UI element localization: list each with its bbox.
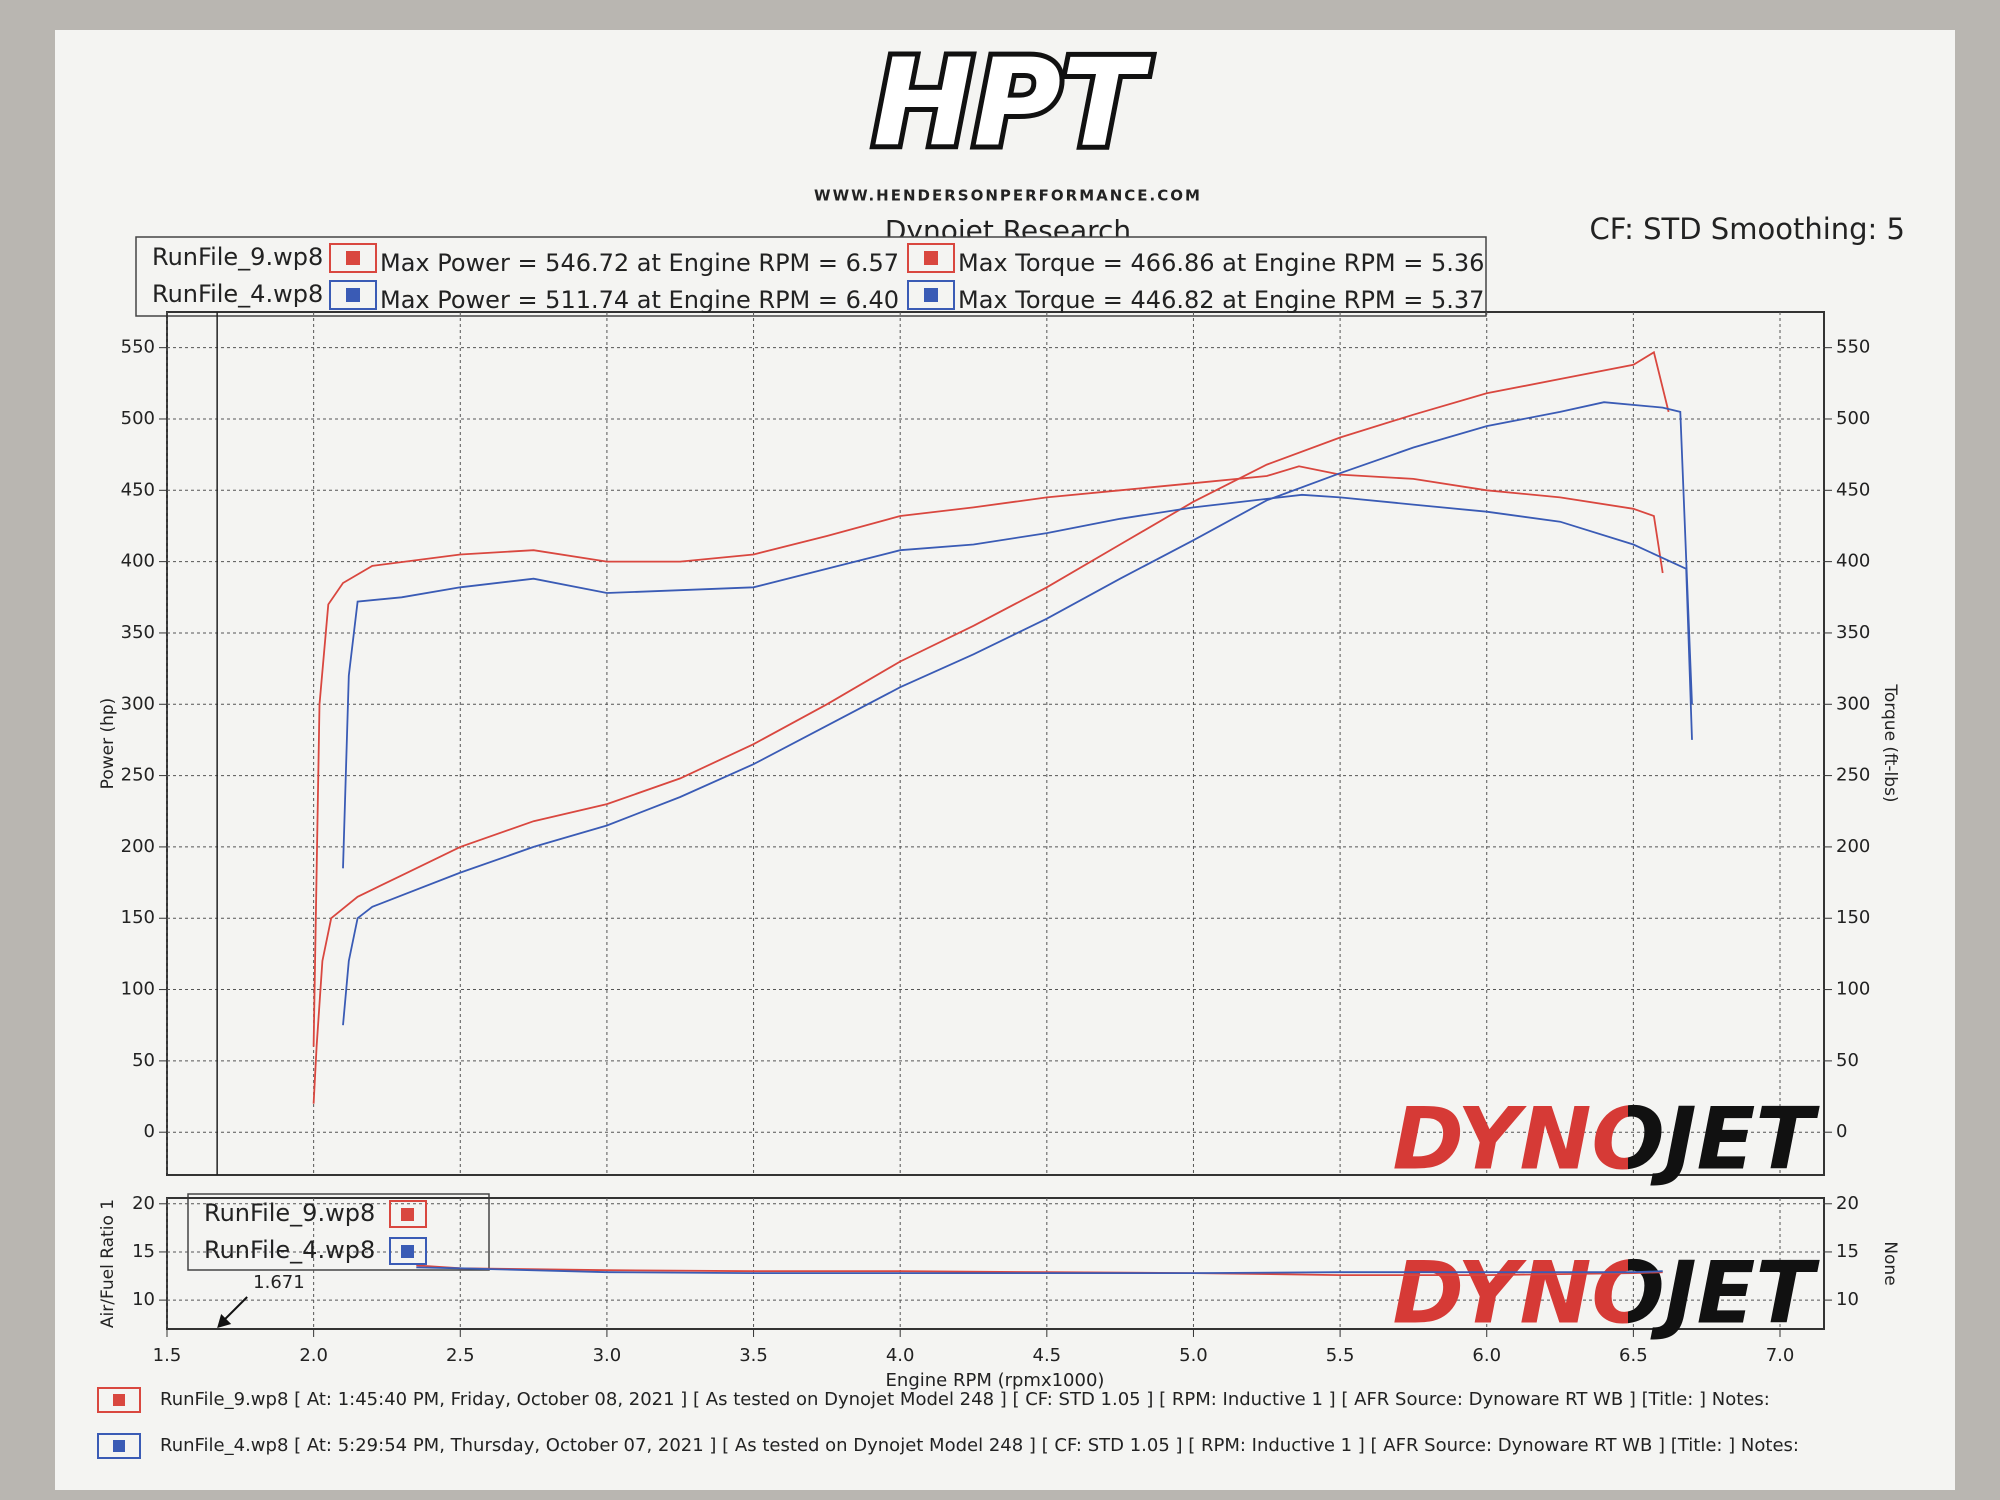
- y2-tick-label: 250: [1836, 765, 1870, 786]
- y2-tick-label: 150: [1836, 907, 1870, 928]
- legend-label: Max Torque = 446.82 at Engine RPM = 5.37: [958, 286, 1484, 314]
- legend-swatch-frame: [389, 1200, 427, 1228]
- footer-run: RunFile_4.wp8 [ At: 5:29:54 PM, Thursday…: [160, 1435, 1799, 1456]
- x-tick-label: 6.5: [1619, 1345, 1648, 1366]
- y2-tick-label: 550: [1836, 337, 1870, 358]
- legend-label: RunFile_9.wp8: [204, 1199, 375, 1227]
- legend-swatch: [346, 288, 360, 302]
- footer-swatch: [113, 1394, 125, 1406]
- cursor-label: 1.671: [253, 1272, 305, 1293]
- y-tick-label: 250: [121, 765, 155, 786]
- legend-swatch-frame: [329, 280, 377, 310]
- x-tick-label: 6.0: [1472, 1345, 1501, 1366]
- afr-legend-box: [187, 1193, 490, 1271]
- legend-swatch-frame: [389, 1237, 427, 1265]
- legend-swatch: [401, 1245, 414, 1258]
- y-tick-label: 200: [121, 836, 155, 857]
- y2-tick-label: 200: [1836, 836, 1870, 857]
- line-series: [312, 465, 1664, 1047]
- y-tick-label: 50: [132, 1050, 155, 1071]
- website: WWW.HENDERSONPERFORMANCE.COM: [814, 187, 1202, 205]
- legend-swatch: [924, 251, 938, 265]
- logo: HPT: [873, 35, 1151, 174]
- y2-tick-label: 450: [1836, 479, 1870, 500]
- x-tick-label: 5.5: [1326, 1345, 1355, 1366]
- y-tick-label: 300: [121, 693, 155, 714]
- legend-label: Max Power = 546.72 at Engine RPM = 6.57: [380, 249, 899, 277]
- y-tick-label: 500: [121, 408, 155, 429]
- y-tick-label: 150: [121, 907, 155, 928]
- x-tick-label: 3.0: [593, 1345, 622, 1366]
- y-tick-label: 10: [132, 1289, 155, 1310]
- y2-tick-label: 400: [1836, 551, 1870, 572]
- y-axis-label: Air/Fuel Ratio 1: [98, 1199, 118, 1328]
- x-tick-label: 4.5: [1033, 1345, 1062, 1366]
- legend-label: Max Power = 511.74 at Engine RPM = 6.40: [380, 286, 899, 314]
- plot-area: [166, 311, 1825, 1176]
- x-tick-label: 2.5: [446, 1345, 475, 1366]
- y-tick-label: 550: [121, 337, 155, 358]
- x-axis-label: Engine RPM (rpmx1000): [886, 1370, 1105, 1391]
- x-tick-label: 3.5: [739, 1345, 768, 1366]
- plot-area: [166, 1197, 1825, 1330]
- y-tick-label: 350: [121, 622, 155, 643]
- y2-tick-label: 50: [1836, 1050, 1859, 1071]
- y2-tick-label: 10: [1836, 1289, 1859, 1310]
- y2-tick-label: 350: [1836, 622, 1870, 643]
- brand-watermark: DYNOJET: [1393, 1243, 1821, 1343]
- y-tick-label: 100: [121, 979, 155, 1000]
- footer-swatch-frame: [97, 1387, 141, 1413]
- y2-tick-label: 100: [1836, 979, 1870, 1000]
- line-series: [416, 1266, 1663, 1274]
- footer-swatch-frame: [97, 1433, 141, 1459]
- legend-swatch: [346, 251, 360, 265]
- legend-run: RunFile_4.wp8: [152, 280, 323, 308]
- y2-tick-label: 20: [1836, 1193, 1859, 1214]
- line-series: [342, 493, 1693, 869]
- legend-swatch-frame: [907, 280, 955, 310]
- brand-watermark: DYNOJET: [1393, 1089, 1821, 1189]
- cursor-arrow-head: [217, 1314, 232, 1328]
- y-tick-label: 400: [121, 551, 155, 572]
- footer-run: RunFile_9.wp8 [ At: 1:45:40 PM, Friday, …: [160, 1389, 1770, 1410]
- y-axis-label: Power (hp): [98, 698, 118, 790]
- legend-swatch: [401, 1208, 414, 1221]
- legend-swatch: [924, 288, 938, 302]
- legend-box: [135, 236, 1487, 317]
- legend-label: RunFile_4.wp8: [204, 1236, 375, 1264]
- x-tick-label: 2.0: [299, 1345, 328, 1366]
- y-tick-label: 450: [121, 479, 155, 500]
- y2-tick-label: 300: [1836, 693, 1870, 714]
- y2-axis-label: None: [1880, 1241, 1900, 1285]
- x-tick-label: 7.0: [1766, 1345, 1795, 1366]
- line-series: [312, 350, 1670, 1104]
- y2-tick-label: 500: [1836, 408, 1870, 429]
- y-tick-label: 0: [144, 1121, 155, 1142]
- x-tick-label: 4.0: [886, 1345, 915, 1366]
- y-tick-label: 15: [132, 1241, 155, 1262]
- legend-swatch-frame: [907, 243, 955, 273]
- x-tick-label: 5.0: [1179, 1345, 1208, 1366]
- line-series: [342, 401, 1693, 1026]
- y2-axis-label: Torque (ft-lbs): [1880, 683, 1900, 802]
- y2-tick-label: 0: [1836, 1121, 1847, 1142]
- x-tick-label: 1.5: [153, 1345, 182, 1366]
- settings: CF: STD Smoothing: 5: [1589, 212, 1905, 246]
- legend-run: RunFile_9.wp8: [152, 243, 323, 271]
- y-tick-label: 20: [132, 1193, 155, 1214]
- footer-swatch: [113, 1440, 125, 1452]
- legend-label: Max Torque = 466.86 at Engine RPM = 5.36: [958, 249, 1484, 277]
- legend-swatch-frame: [329, 243, 377, 273]
- y2-tick-label: 15: [1836, 1241, 1859, 1262]
